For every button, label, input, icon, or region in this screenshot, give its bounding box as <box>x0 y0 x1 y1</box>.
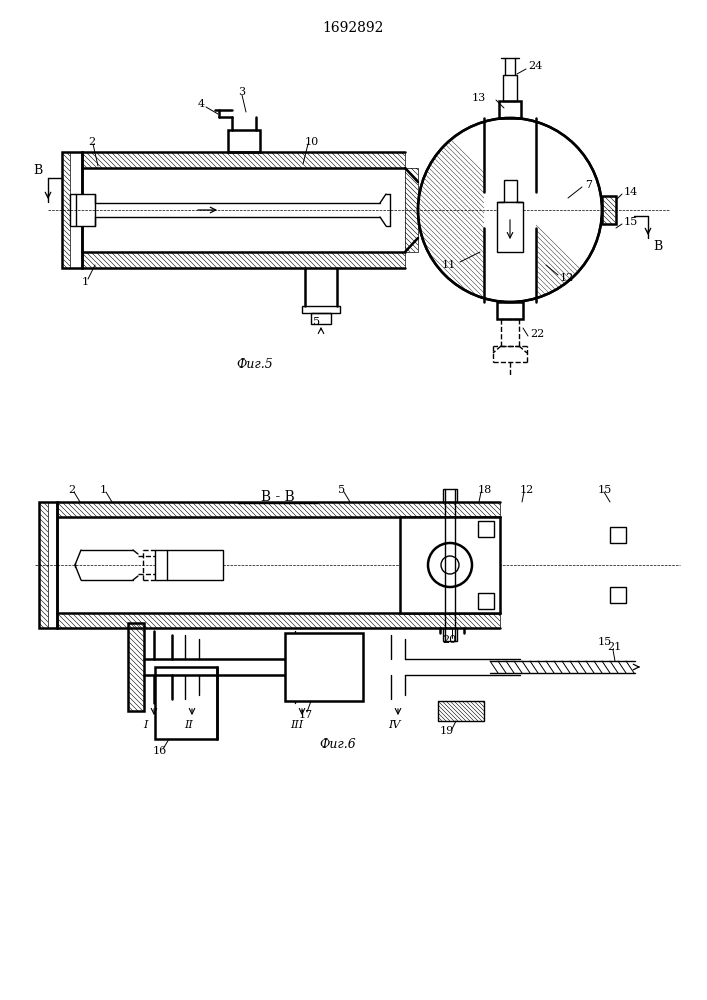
Text: Фиг.6: Фиг.6 <box>320 738 356 752</box>
Bar <box>400 517 500 613</box>
Text: 2: 2 <box>88 137 95 147</box>
Bar <box>400 517 500 613</box>
Text: 13: 13 <box>472 93 486 103</box>
Bar <box>228 130 260 152</box>
Text: 7: 7 <box>585 180 592 190</box>
Bar <box>311 313 331 324</box>
Text: 5: 5 <box>338 485 345 495</box>
Text: 1692892: 1692892 <box>322 21 384 35</box>
Text: 12: 12 <box>560 273 574 283</box>
Bar <box>602 196 616 224</box>
Bar <box>57 613 500 628</box>
Bar <box>497 302 523 319</box>
Bar <box>82 252 405 268</box>
Bar <box>62 152 70 268</box>
Bar <box>602 196 616 224</box>
Bar <box>610 527 626 543</box>
Text: B - B: B - B <box>261 490 295 504</box>
Bar <box>438 701 484 721</box>
Text: 1: 1 <box>82 277 89 287</box>
Bar <box>478 521 494 537</box>
Text: B: B <box>33 163 42 176</box>
Bar <box>62 152 82 268</box>
Bar <box>128 623 144 711</box>
Text: 16: 16 <box>153 746 168 756</box>
Bar <box>443 489 457 502</box>
Bar <box>405 168 418 252</box>
Text: 12: 12 <box>520 485 534 495</box>
Bar <box>503 75 517 101</box>
Text: 18: 18 <box>478 485 492 495</box>
Bar <box>438 701 484 721</box>
Text: 15: 15 <box>598 637 612 647</box>
Text: 20: 20 <box>442 635 456 645</box>
Circle shape <box>428 543 472 587</box>
Text: I: I <box>143 720 147 730</box>
Bar <box>302 306 340 313</box>
Bar <box>39 502 57 628</box>
Bar <box>155 667 217 739</box>
Bar <box>285 633 363 701</box>
Bar <box>82 152 405 168</box>
Text: III: III <box>290 720 303 730</box>
Bar <box>155 550 223 580</box>
Bar <box>443 628 457 641</box>
Text: 5: 5 <box>313 317 320 327</box>
Bar <box>499 101 521 118</box>
Text: 11: 11 <box>442 260 456 270</box>
Text: B: B <box>653 239 662 252</box>
Text: 4: 4 <box>198 99 205 109</box>
Bar <box>70 194 95 226</box>
Bar <box>128 623 144 711</box>
Text: 1: 1 <box>100 485 107 495</box>
Bar <box>504 180 517 202</box>
Text: 14: 14 <box>624 187 638 197</box>
Text: 15: 15 <box>624 217 638 227</box>
Text: 24: 24 <box>528 61 542 71</box>
Text: 3: 3 <box>238 87 245 97</box>
Text: 22: 22 <box>530 329 544 339</box>
Bar <box>478 593 494 609</box>
Text: IV: IV <box>388 720 400 730</box>
Text: 17: 17 <box>299 710 313 720</box>
Bar <box>57 502 500 517</box>
Bar <box>610 587 626 603</box>
Text: 10: 10 <box>305 137 320 147</box>
Text: 2: 2 <box>68 485 75 495</box>
Text: 21: 21 <box>607 642 621 652</box>
Text: 19: 19 <box>440 726 455 736</box>
Bar <box>39 502 48 628</box>
Text: II: II <box>184 720 193 730</box>
Bar <box>497 202 523 252</box>
Circle shape <box>418 118 602 302</box>
Text: Фиг.5: Фиг.5 <box>237 359 274 371</box>
Text: 15: 15 <box>598 485 612 495</box>
